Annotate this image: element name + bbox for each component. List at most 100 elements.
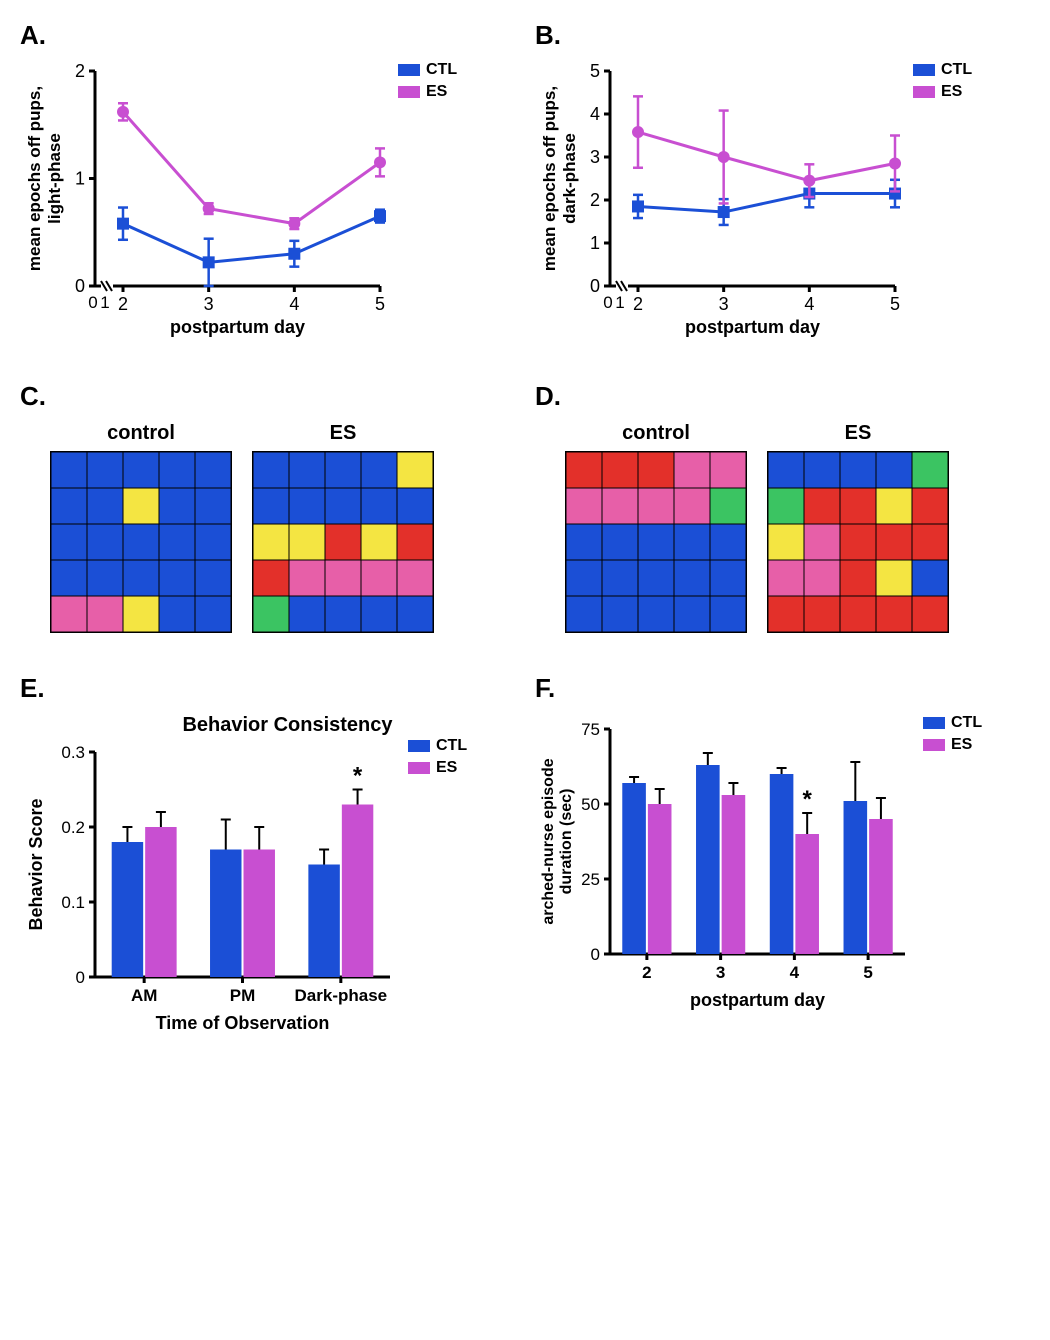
svg-text:3: 3 xyxy=(204,294,214,314)
heatmap-grid xyxy=(252,451,434,633)
svg-text:75: 75 xyxy=(581,720,600,739)
svg-text:4: 4 xyxy=(790,963,800,982)
svg-text:arched-nurse episode: arched-nurse episode xyxy=(540,758,557,924)
svg-text:3: 3 xyxy=(719,294,729,314)
legend-item: CTL xyxy=(398,61,457,79)
panel-f-legend: CTL ES xyxy=(923,714,982,754)
svg-text:2: 2 xyxy=(590,190,600,210)
legend-swatch xyxy=(923,739,945,751)
legend-label: CTL xyxy=(436,737,467,755)
legend-swatch xyxy=(398,64,420,76)
legend-label: ES xyxy=(426,83,447,101)
panel-e-legend: CTL ES xyxy=(408,737,467,777)
svg-text:dark-phase: dark-phase xyxy=(560,133,579,224)
legend-swatch xyxy=(398,86,420,98)
legend-label: ES xyxy=(951,736,972,754)
panel-d-heatmaps: control ES xyxy=(535,422,1030,633)
legend-item: ES xyxy=(398,83,457,101)
legend-swatch xyxy=(923,717,945,729)
legend-item: CTL xyxy=(913,61,972,79)
legend-label: CTL xyxy=(426,61,457,79)
legend-item: ES xyxy=(913,83,972,101)
panel-d-label: D. xyxy=(535,381,1030,412)
panel-e: E. Behavior Consistency 0 0.1 0.2 0.3 AM PM Da… xyxy=(20,673,515,1037)
panel-c: C. control ES xyxy=(20,381,515,633)
svg-text:0.3: 0.3 xyxy=(61,743,85,762)
legend-label: CTL xyxy=(941,61,972,79)
panel-e-label: E. xyxy=(20,673,515,704)
svg-text:0: 0 xyxy=(603,293,612,312)
svg-text:0: 0 xyxy=(75,276,85,296)
legend-item: CTL xyxy=(408,737,467,755)
panel-f-label: F. xyxy=(535,673,1030,704)
heatmap-grid xyxy=(565,451,747,633)
panel-b-label: B. xyxy=(535,20,1030,51)
svg-text:mean epochs off pups,: mean epochs off pups, xyxy=(25,86,44,271)
panel-f-chart: 02550752345arched-nurse episodeduration … xyxy=(535,714,915,1014)
svg-text:0: 0 xyxy=(76,968,85,987)
svg-text:2: 2 xyxy=(633,294,643,314)
svg-text:Behavior Score: Behavior Score xyxy=(26,798,46,930)
panel-a-label: A. xyxy=(20,20,515,51)
svg-text:PM: PM xyxy=(230,986,256,1005)
svg-text:duration (sec): duration (sec) xyxy=(558,789,575,895)
svg-text:postpartum day: postpartum day xyxy=(685,317,820,337)
heatmap-title: control xyxy=(50,422,232,445)
svg-text:Time of Observation: Time of Observation xyxy=(156,1013,330,1033)
panel-c-label: C. xyxy=(20,381,515,412)
svg-text:AM: AM xyxy=(131,986,157,1005)
svg-text:2: 2 xyxy=(118,294,128,314)
svg-text:0: 0 xyxy=(88,293,97,312)
heatmap-title: ES xyxy=(767,422,949,445)
heatmap-box: ES xyxy=(252,422,434,633)
svg-text:5: 5 xyxy=(863,963,872,982)
svg-text:1: 1 xyxy=(590,233,600,253)
legend-swatch xyxy=(913,86,935,98)
svg-text:mean epochs off pups,: mean epochs off pups, xyxy=(540,86,559,271)
svg-text:0.1: 0.1 xyxy=(61,893,85,912)
panel-d: D. control ES xyxy=(535,381,1030,633)
panel-a-legend: CTL ES xyxy=(398,61,457,101)
svg-text:*: * xyxy=(803,786,813,813)
svg-text:light-phase: light-phase xyxy=(45,133,64,224)
svg-text:5: 5 xyxy=(590,61,600,81)
svg-text:*: * xyxy=(353,763,363,790)
legend-swatch xyxy=(408,762,430,774)
panel-a: A. 012012345mean epochs off pups,light-p… xyxy=(20,20,515,341)
svg-text:5: 5 xyxy=(375,294,385,314)
legend-swatch xyxy=(408,740,430,752)
svg-text:0: 0 xyxy=(590,276,600,296)
legend-item: CTL xyxy=(923,714,982,732)
svg-text:5: 5 xyxy=(890,294,900,314)
heatmap-grid xyxy=(767,451,949,633)
svg-text:Dark-phase: Dark-phase xyxy=(295,986,388,1005)
panel-e-chart: 0 0.1 0.2 0.3 AM PM Dark-phase Behavior Score Ti… xyxy=(20,737,400,1037)
svg-text:50: 50 xyxy=(581,795,600,814)
svg-text:postpartum day: postpartum day xyxy=(170,317,305,337)
svg-text:3: 3 xyxy=(590,147,600,167)
svg-text:0.2: 0.2 xyxy=(61,818,85,837)
svg-text:1: 1 xyxy=(75,169,85,189)
svg-text:2: 2 xyxy=(642,963,651,982)
panel-b-chart: 012345012345mean epochs off pups,dark-ph… xyxy=(535,61,905,341)
svg-text:4: 4 xyxy=(804,294,814,314)
panel-a-chart: 012012345mean epochs off pups,light-phas… xyxy=(20,61,390,341)
heatmap-title: ES xyxy=(252,422,434,445)
legend-label: ES xyxy=(941,83,962,101)
heatmap-box: ES xyxy=(767,422,949,633)
svg-text:postpartum day: postpartum day xyxy=(690,990,825,1010)
panel-e-title: Behavior Consistency xyxy=(60,714,515,737)
heatmap-box: control xyxy=(50,422,232,633)
heatmap-title: control xyxy=(565,422,747,445)
panel-b-legend: CTL ES xyxy=(913,61,972,101)
legend-item: ES xyxy=(408,759,467,777)
heatmap-grid xyxy=(50,451,232,633)
legend-label: CTL xyxy=(951,714,982,732)
svg-text:3: 3 xyxy=(716,963,725,982)
svg-text:4: 4 xyxy=(590,104,600,124)
figure-grid: A. 012012345mean epochs off pups,light-p… xyxy=(20,20,1030,1037)
legend-label: ES xyxy=(436,759,457,777)
svg-text:25: 25 xyxy=(581,870,600,889)
legend-item: ES xyxy=(923,736,982,754)
panel-f: F. 02550752345arched-nurse episodedurati… xyxy=(535,673,1030,1037)
